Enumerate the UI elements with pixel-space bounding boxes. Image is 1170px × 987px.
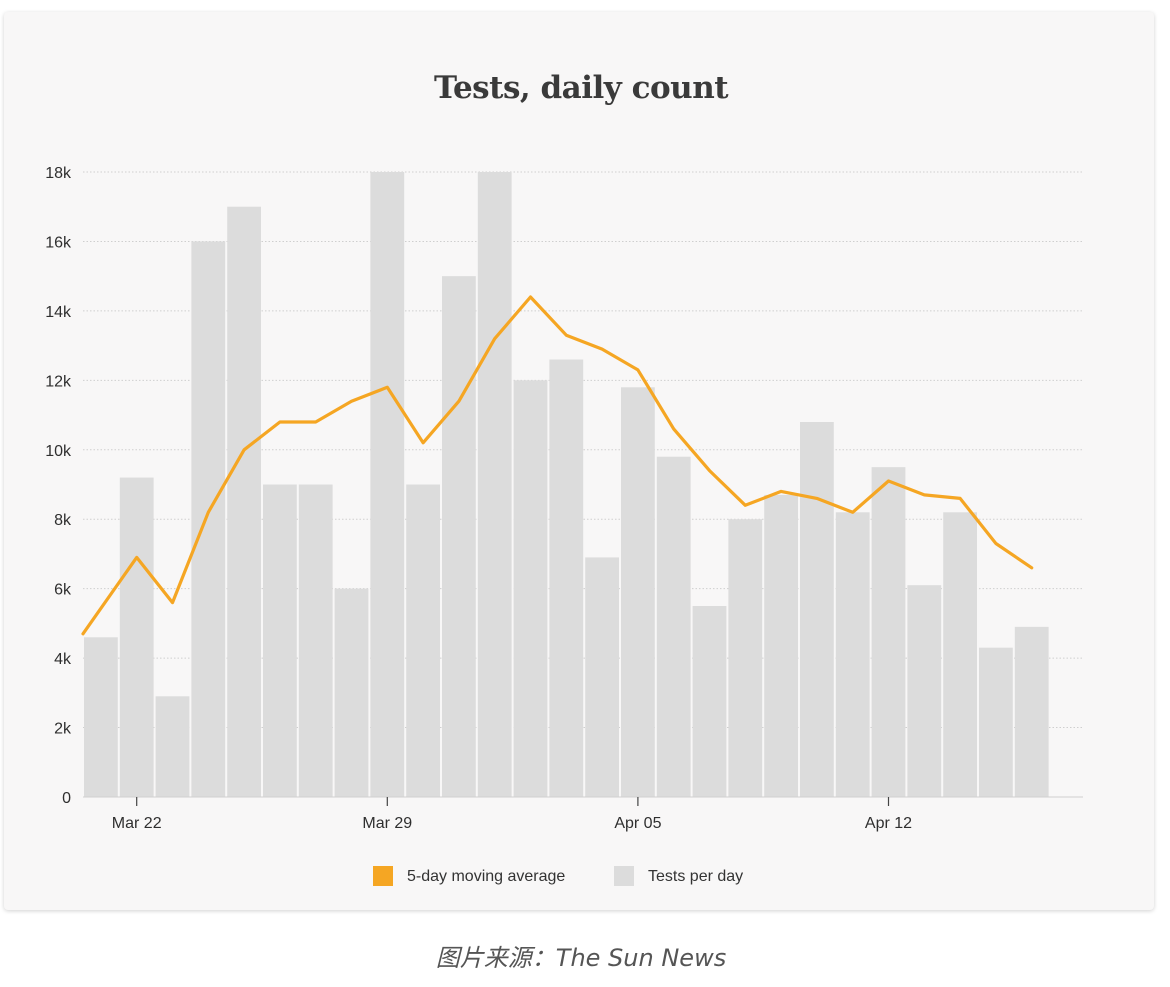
bar-tests-per-day xyxy=(585,557,619,797)
bar-tests-per-day xyxy=(1014,626,1049,797)
bar-tests-per-day xyxy=(298,484,333,797)
bar-tests-per-day xyxy=(764,494,798,797)
x-tick-label: Mar 29 xyxy=(362,815,412,832)
moving-average-line-group xyxy=(81,295,1034,636)
y-tick-label: 14k xyxy=(45,304,72,321)
bar-tests-per-day xyxy=(406,484,440,797)
bar-tests-per-day xyxy=(155,696,190,797)
y-tick-label: 2k xyxy=(54,721,72,738)
bar-tests-per-day xyxy=(513,380,548,797)
bar-tests-per-day xyxy=(119,477,154,797)
legend-swatch-moving-average xyxy=(373,866,393,886)
bar-tests-per-day xyxy=(84,637,118,797)
bar-tests-per-day xyxy=(621,387,655,797)
bar-tests-per-day xyxy=(835,512,870,797)
y-tick-label: 4k xyxy=(54,651,72,668)
bar-tests-per-day xyxy=(692,606,727,797)
bar-tests-per-day xyxy=(370,172,405,797)
chart-title: Tests, daily count xyxy=(433,70,729,106)
bar-tests-per-day xyxy=(979,647,1013,797)
bar-tests-per-day xyxy=(477,172,512,797)
bar-tests-per-day xyxy=(263,484,297,797)
bar-tests-per-day xyxy=(871,467,906,797)
bar-tests-per-day xyxy=(549,359,584,797)
x-tick-label: Apr 12 xyxy=(865,815,912,832)
x-axis-ticks: Mar 22 Mar 29 Apr 05 Apr 12 xyxy=(83,796,1083,832)
bar-tests-per-day xyxy=(442,276,476,798)
y-tick-label: 6k xyxy=(54,582,72,599)
legend-label-moving-average: 5-day moving average xyxy=(407,868,565,885)
bar-tests-per-day xyxy=(227,206,261,797)
y-tick-label: 10k xyxy=(45,443,72,460)
bar-tests-per-day xyxy=(728,519,763,797)
image-caption: 图片来源：The Sun News xyxy=(435,944,727,972)
bar-tests-per-day xyxy=(656,456,691,797)
legend-label-tests-per-day: Tests per day xyxy=(648,868,743,885)
y-axis-ticks: 0 2k 4k 6k 8k 10k 12k 14k 16k 18k xyxy=(45,165,72,807)
moving-average-line xyxy=(81,295,1034,636)
legend: 5-day moving average Tests per day xyxy=(373,866,743,886)
y-tick-label: 8k xyxy=(54,512,72,529)
x-tick-label: Apr 05 xyxy=(614,815,661,832)
y-tick-label: 18k xyxy=(45,165,72,182)
bar-tests-per-day xyxy=(943,512,977,797)
bar-tests-per-day xyxy=(334,588,369,797)
y-tick-label: 16k xyxy=(45,234,72,251)
y-tick-label: 12k xyxy=(45,373,72,390)
bar-tests-per-day xyxy=(191,241,226,797)
x-tick-label: Mar 22 xyxy=(112,815,162,832)
y-tick-label: 0 xyxy=(62,790,71,807)
bar-tests-per-day xyxy=(907,585,942,797)
bars xyxy=(84,172,1049,798)
legend-swatch-tests-per-day xyxy=(614,866,634,886)
bar-tests-per-day xyxy=(800,422,834,797)
